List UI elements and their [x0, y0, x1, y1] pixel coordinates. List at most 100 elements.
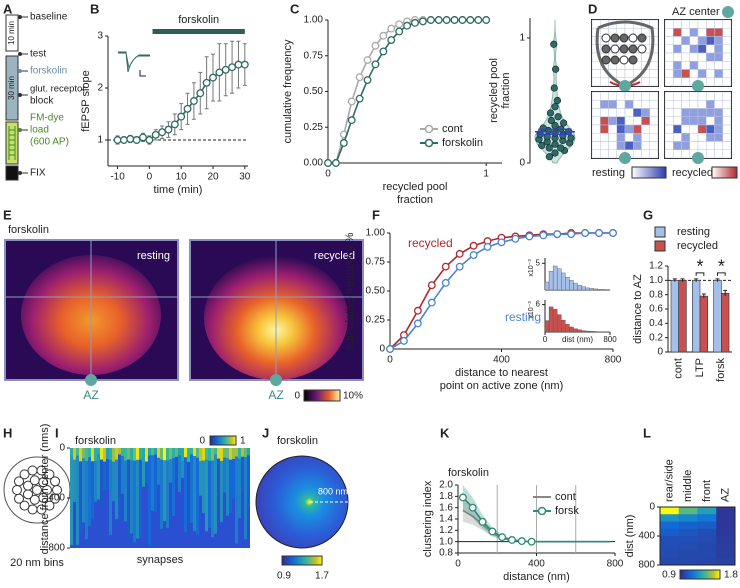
grid-cell	[673, 141, 682, 150]
cell	[660, 528, 680, 537]
x-tick-label: LTP	[694, 358, 706, 377]
cell	[697, 514, 717, 522]
y-tick-label: 1	[519, 33, 525, 44]
panel-letter: C	[290, 1, 300, 16]
grid-cell	[689, 61, 699, 70]
annotation-bar	[152, 29, 245, 34]
cell	[660, 507, 680, 515]
grid-cell	[649, 91, 659, 101]
stripe-top	[172, 448, 175, 458]
grid-cell	[722, 141, 732, 150]
y-tick-label: 1.2	[649, 261, 663, 272]
stripe-top	[133, 448, 136, 461]
point	[550, 84, 558, 92]
grid-cell	[681, 36, 690, 45]
grid-cell	[616, 69, 626, 78]
vesicle	[22, 480, 33, 491]
point	[551, 149, 559, 157]
series-label: recycled	[408, 236, 453, 250]
grid-cell	[706, 91, 715, 101]
vesicle	[601, 33, 611, 43]
y-tick-label: 0	[379, 344, 385, 355]
y-tick-label: 0.8	[439, 548, 453, 559]
y-tick-label: 0.75	[366, 257, 386, 268]
stripe-top	[232, 448, 235, 459]
grid-cell	[689, 36, 699, 45]
y-tick-label: 1.2	[439, 525, 453, 536]
point	[517, 537, 526, 546]
grid-cell	[689, 91, 699, 101]
stripe-top	[247, 448, 250, 456]
grid-cell	[664, 44, 674, 54]
grid-cell	[722, 124, 732, 134]
point	[551, 129, 559, 137]
point	[355, 94, 364, 103]
point	[113, 136, 122, 144]
scale-label: 0.9	[277, 571, 291, 582]
x-label: distance (nm)	[503, 571, 570, 583]
point	[363, 56, 372, 64]
grid-cell	[714, 116, 723, 126]
point	[550, 40, 558, 48]
grid-cell	[714, 28, 723, 37]
duration: 30 min	[7, 76, 16, 100]
grid-cell	[689, 19, 699, 29]
label: resting	[592, 167, 625, 179]
grid-cell	[697, 44, 707, 54]
stripe	[175, 448, 178, 483]
grid-cell	[714, 133, 723, 142]
point	[221, 65, 230, 74]
grid-cell	[649, 133, 659, 142]
stripe-top	[238, 448, 241, 459]
bin	[597, 289, 603, 291]
y-tick-label: 2.0	[439, 480, 453, 491]
point	[547, 116, 555, 125]
grid-cell	[697, 36, 707, 45]
cell	[697, 521, 717, 530]
step: glut. receptor	[30, 84, 85, 95]
grid-cell	[624, 116, 634, 126]
x-tick-label: -10	[110, 172, 125, 183]
grid-cell	[624, 124, 634, 134]
vesicle	[619, 55, 629, 65]
az-icon	[85, 374, 97, 386]
stripe	[169, 448, 172, 483]
x-tick-label: 20	[207, 172, 219, 183]
grid-cell	[633, 141, 642, 150]
stripe	[70, 448, 73, 546]
grid-cell	[706, 36, 715, 45]
grid-cell	[624, 69, 634, 78]
point	[458, 16, 467, 24]
y-tick-label: 1.0	[439, 536, 453, 547]
grid-cell	[664, 69, 674, 78]
bin	[565, 277, 570, 291]
point	[387, 36, 396, 44]
step: FM-dye	[30, 113, 64, 124]
colorbar	[281, 555, 323, 566]
trace	[118, 51, 150, 73]
vesicle	[12, 485, 22, 495]
grid-cell	[591, 91, 601, 101]
grid-cell	[624, 108, 634, 117]
grid-cell	[697, 133, 707, 142]
bin	[569, 326, 574, 333]
stripe	[115, 448, 118, 520]
x-label: point on active zone (nm)	[440, 380, 564, 392]
chart: 0 0.25 0.50 0.75 1.00 0 400 800 distance to near…	[344, 228, 622, 392]
bar	[678, 280, 687, 353]
grid-cell	[697, 52, 707, 62]
point	[552, 65, 560, 73]
grid-cell	[624, 141, 634, 150]
point	[164, 125, 173, 134]
grid-cell	[681, 149, 690, 159]
point	[158, 128, 167, 137]
stripe	[136, 448, 139, 539]
point	[511, 234, 520, 243]
grid-cell	[697, 61, 707, 70]
vesicle	[32, 485, 42, 495]
y-tick-label: 1.00	[304, 15, 324, 26]
grid-cell	[681, 77, 690, 87]
legend-label: forsk	[555, 505, 579, 517]
label: recycled	[672, 167, 713, 179]
